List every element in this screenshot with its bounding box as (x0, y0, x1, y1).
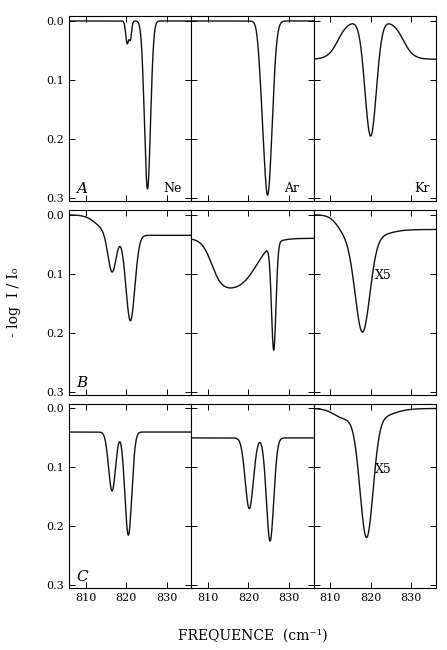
Text: Kr: Kr (414, 182, 430, 195)
Text: B: B (76, 376, 88, 390)
Text: Ne: Ne (163, 182, 181, 195)
Text: X5: X5 (375, 269, 392, 282)
Text: C: C (76, 570, 88, 584)
Text: - log  I / I₀: - log I / I₀ (7, 268, 21, 337)
Text: A: A (76, 182, 88, 196)
Text: Ar: Ar (284, 182, 299, 195)
Text: FREQUENCE  (cm⁻¹): FREQUENCE (cm⁻¹) (178, 628, 327, 642)
Text: X5: X5 (375, 463, 392, 476)
